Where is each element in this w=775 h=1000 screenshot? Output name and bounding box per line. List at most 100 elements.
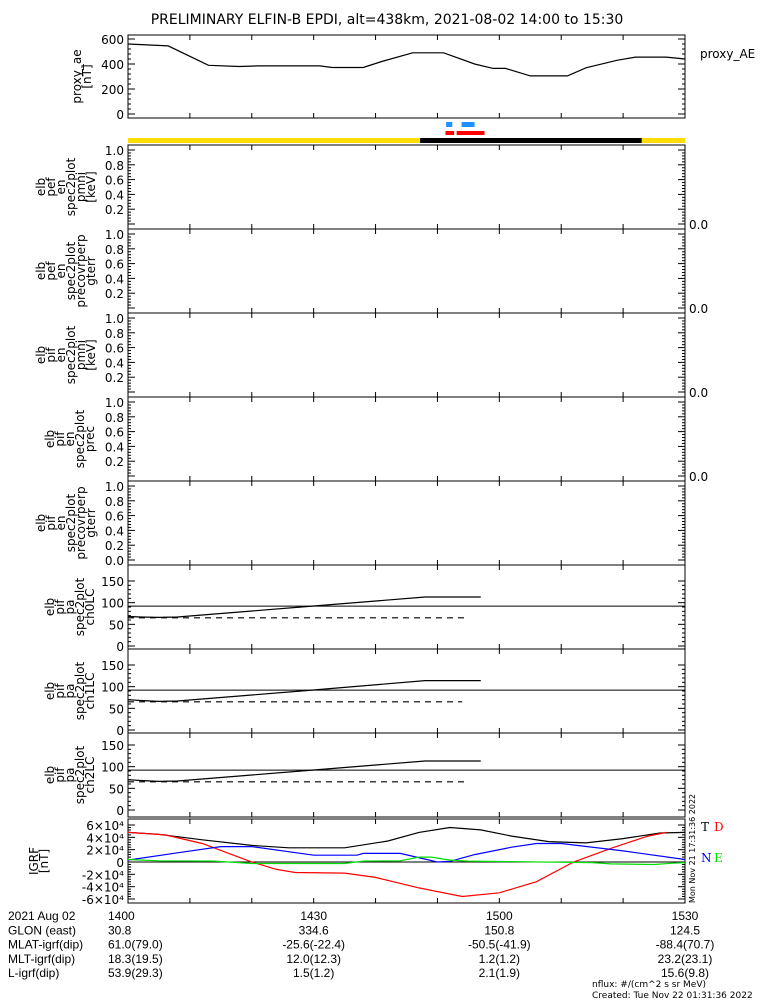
y-tick-label: 0.4 bbox=[105, 272, 124, 286]
row-value: -88.4(70.7) bbox=[656, 938, 715, 952]
y-axis-label: en bbox=[54, 348, 68, 363]
row-value: 23.2(23.1) bbox=[658, 952, 713, 966]
row-value: 1500 bbox=[486, 909, 513, 923]
y-axis-label: en bbox=[54, 516, 68, 531]
y-tick-label: 0.2 bbox=[105, 455, 124, 469]
row-value: 61.0(79.0) bbox=[108, 938, 163, 952]
panel-pif-pmni: 0.0 0.20.40.60.81.0 elbpifenspec2plotpmni[… bbox=[34, 312, 708, 400]
y-axis-label: pa bbox=[63, 600, 77, 615]
y-axis-label: [nT] bbox=[37, 849, 51, 873]
legend-D: D bbox=[714, 820, 724, 834]
y-tick-label: 0 bbox=[116, 640, 124, 654]
y-tick-label: 1.0 bbox=[105, 396, 124, 410]
collection-marker bbox=[445, 131, 455, 135]
y-tick-label: 0.8 bbox=[105, 243, 124, 257]
y-axis-label: spec2plot bbox=[73, 745, 87, 804]
science-zone-marker bbox=[446, 122, 453, 127]
y-tick-label: 100 bbox=[101, 597, 124, 611]
y-tick-label: 0.8 bbox=[105, 411, 124, 425]
panel-frame bbox=[127, 564, 686, 650]
y-axis-label: pif bbox=[53, 599, 67, 615]
y-axis-label: elb bbox=[43, 430, 57, 448]
y-tick-label: 0.4 bbox=[105, 188, 124, 202]
y-axis-label: spec2plot bbox=[64, 493, 78, 552]
y-tick-label: 0.4 bbox=[105, 524, 124, 538]
y-tick-label: 0.6 bbox=[105, 426, 124, 440]
y-axis-label: spec2plot bbox=[64, 241, 78, 300]
y-axis-label: prec bbox=[83, 426, 97, 452]
y-axis-label: spec2plot bbox=[73, 409, 87, 468]
legend-E: E bbox=[714, 851, 723, 865]
y-tick-label: 2×10⁴ bbox=[86, 844, 124, 858]
y-axis-label: gterr bbox=[84, 256, 98, 285]
y-axis-label: pif bbox=[53, 683, 67, 699]
row-value: 1430 bbox=[300, 909, 327, 923]
y-axis-label: spec2plot bbox=[73, 577, 87, 636]
y-axis-label: pif bbox=[53, 431, 67, 447]
y-tick-label: 1.0 bbox=[105, 228, 124, 242]
series-E bbox=[127, 856, 686, 866]
panel-ae: 0 200 400 600 proxy_ae[nT] proxy_AE bbox=[70, 33, 755, 122]
row-label: GLON (east) bbox=[8, 923, 76, 937]
row-value: 30.8 bbox=[108, 923, 132, 937]
y-tick-label: 0.6 bbox=[105, 342, 124, 356]
row-value: 334.6 bbox=[299, 923, 329, 937]
y-axis-label: elb bbox=[34, 514, 48, 532]
panels: 0200400600proxy_ae[nT]proxy_AE0.00.20.40… bbox=[27, 33, 755, 907]
panel-frame bbox=[127, 396, 686, 482]
y-axis-label: elb bbox=[34, 178, 48, 196]
panel-frame bbox=[127, 312, 686, 398]
y-tick-label: 0.8 bbox=[105, 495, 124, 509]
y-axis-label: pef bbox=[44, 177, 58, 197]
y-axis-label: proxy_ae bbox=[70, 49, 84, 103]
y-tick-label: 50 bbox=[109, 782, 124, 796]
created-timestamp: Created: Tue Nov 22 01:31:36 2022 bbox=[592, 991, 753, 1000]
y-axis-label: pmni bbox=[74, 172, 88, 202]
y-axis-label: [keV] bbox=[84, 171, 98, 202]
y-axis-label: ch2LC bbox=[83, 757, 97, 794]
y-tick-label: 150 bbox=[101, 575, 124, 589]
row-label: MLAT-igrf(dip) bbox=[8, 938, 83, 952]
y-tick-label: 0.0 bbox=[689, 386, 708, 400]
y-axis-label: en bbox=[54, 180, 68, 195]
side-timestamp: Mon Nov 21 17:31:36 2022 bbox=[688, 794, 697, 903]
series-D bbox=[127, 831, 667, 898]
panel-frame bbox=[127, 34, 686, 119]
y-axis-label: elb bbox=[43, 682, 57, 700]
y-tick-label: 50 bbox=[109, 618, 124, 632]
row-value: 1.5(1.2) bbox=[293, 966, 334, 980]
y-tick-label: 600 bbox=[101, 33, 124, 47]
y-tick-label: 0.2 bbox=[105, 287, 124, 301]
y-axis-label: [keV] bbox=[84, 339, 98, 370]
y-tick-label: 0 bbox=[116, 804, 124, 818]
y-axis-label: elb bbox=[34, 346, 48, 364]
row-value: 1530 bbox=[672, 909, 699, 923]
y-axis-label: ch0LC bbox=[83, 589, 97, 626]
y-tick-label: 0.0 bbox=[689, 302, 708, 316]
y-axis-label: pmni bbox=[74, 340, 88, 370]
panel-frame bbox=[127, 228, 686, 314]
y-axis-label: precovrperp bbox=[74, 486, 88, 559]
series-T bbox=[127, 826, 686, 849]
row-value: 12.0(12.3) bbox=[286, 952, 341, 966]
series-pa bbox=[127, 679, 481, 703]
y-tick-label: 0 bbox=[116, 108, 124, 122]
y-axis-label: elb bbox=[43, 766, 57, 784]
sunlight-bar bbox=[128, 138, 685, 143]
orbit-info-table: 2021 Aug 02 1400 1430 1500 1530 GLON (east) 30… bbox=[8, 909, 714, 980]
legend-proxy-ae: proxy_AE bbox=[700, 47, 755, 61]
row-label: 2021 Aug 02 bbox=[8, 909, 76, 923]
y-axis-label: gterr bbox=[84, 508, 98, 537]
plot-title: PRELIMINARY ELFIN-B EPDI, alt=438km, 202… bbox=[151, 12, 624, 28]
y-axis-label: [nT] bbox=[80, 64, 94, 88]
y-axis-label: spec2plot bbox=[64, 157, 78, 216]
panel-pef-pmni: 0.0 0.20.40.60.81.0 elbpefenspec2plotpmni[… bbox=[34, 144, 708, 232]
y-tick-label: 1.0 bbox=[105, 480, 124, 494]
y-tick-label: 0.4 bbox=[105, 356, 124, 370]
y-tick-label: 4×10⁴ bbox=[86, 831, 124, 845]
y-axis-label: precovrperp bbox=[74, 234, 88, 307]
y-axis-label: pa bbox=[63, 684, 77, 699]
